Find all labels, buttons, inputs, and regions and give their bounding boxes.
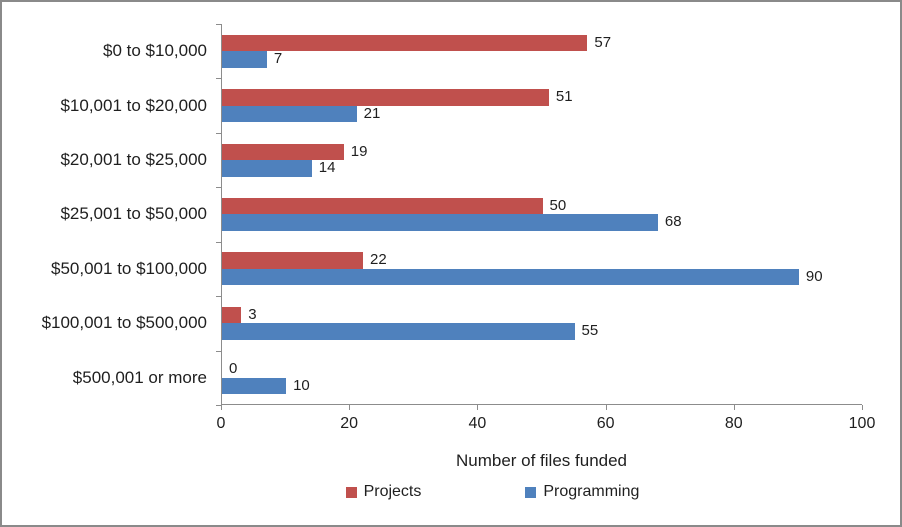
programming-bar <box>222 214 658 231</box>
x-axis-tick-label: 80 <box>724 415 743 432</box>
projects-bar <box>222 143 344 161</box>
projects-bar <box>222 306 242 324</box>
projects-value-label: 19 <box>350 142 368 160</box>
projects-bar <box>222 89 549 106</box>
y-axis-tick <box>216 350 221 352</box>
programming-value-label: 14 <box>318 159 336 177</box>
legend-item-programming: Programming <box>525 483 639 501</box>
category-label: $500,001 or more <box>72 367 207 387</box>
category-label: $10,001 to $20,000 <box>60 95 207 115</box>
programming-bar <box>222 51 267 68</box>
x-axis-tick <box>221 405 222 410</box>
y-axis-tick <box>216 132 221 134</box>
x-axis-tick-label: 60 <box>596 415 615 432</box>
projects-legend-label: Projects <box>363 483 422 500</box>
projects-bar <box>222 252 364 269</box>
x-axis-tick <box>605 405 607 410</box>
category-group: 0 10 <box>222 351 862 405</box>
programming-value-label: 21 <box>363 104 381 122</box>
y-axis-tick <box>216 24 221 25</box>
programming-bar <box>222 323 575 340</box>
y-axis-tick <box>216 78 221 80</box>
category-group: 51 21 <box>222 78 862 132</box>
y-axis-tick <box>216 405 221 406</box>
x-axis-tick-label: 20 <box>340 415 359 432</box>
category-group: 3 55 <box>222 296 862 350</box>
legend: Projects Programming <box>172 483 813 501</box>
x-axis-tick <box>477 405 479 410</box>
programming-value-label: 55 <box>581 322 599 340</box>
category-group: 19 14 <box>222 133 862 187</box>
programming-legend-label: Programming <box>543 483 640 500</box>
programming-value-label: 10 <box>293 376 310 394</box>
projects-value-label: 3 <box>248 305 257 323</box>
programming-bar <box>222 268 799 286</box>
category-label: $20,001 to $25,000 <box>60 150 207 170</box>
projects-value-label: 51 <box>555 88 573 106</box>
programming-value-label: 68 <box>664 213 682 231</box>
projects-value-label: 0 <box>229 360 238 378</box>
y-axis-tick <box>216 296 221 298</box>
x-axis-title: Number of files funded <box>455 451 628 470</box>
projects-value-label: 22 <box>370 251 387 269</box>
x-axis-tick <box>733 405 735 410</box>
category-label: $0 to $10,000 <box>103 41 207 61</box>
programming-bar <box>222 160 312 177</box>
y-axis-tick <box>216 187 221 189</box>
x-axis-tick <box>862 405 863 410</box>
projects-value-label: 50 <box>549 196 567 214</box>
programming-bar <box>222 377 287 395</box>
programming-legend-swatch-icon <box>525 486 537 498</box>
category-group: 57 7 <box>222 24 862 78</box>
plot-area: 57 7 51 21 19 14 50 68 22 90 3 55 0 10 <box>221 24 862 405</box>
projects-legend-swatch-icon <box>345 486 357 498</box>
y-axis-tick <box>216 241 221 243</box>
programming-bar <box>222 105 357 123</box>
programming-value-label: 7 <box>273 50 283 68</box>
projects-bar <box>222 197 543 215</box>
category-label: $50,001 to $100,000 <box>51 258 207 278</box>
category-group: 50 68 <box>222 187 862 241</box>
legend-item-projects: Projects <box>345 483 422 501</box>
x-axis-tick <box>349 405 351 410</box>
projects-value-label: 57 <box>594 33 612 51</box>
programming-value-label: 90 <box>805 267 823 285</box>
category-label: $100,001 to $500,000 <box>41 313 207 333</box>
category-axis-labels: $0 to $10,000 $10,001 to $20,000 $20,001 t… <box>2 24 207 405</box>
x-axis-tick-label: 100 <box>848 415 876 432</box>
x-axis-tick-label: 0 <box>216 415 226 432</box>
category-label: $25,001 to $50,000 <box>60 204 207 224</box>
x-axis-tick-label: 40 <box>468 415 487 432</box>
projects-bar <box>222 34 588 52</box>
category-group: 22 90 <box>222 242 862 296</box>
